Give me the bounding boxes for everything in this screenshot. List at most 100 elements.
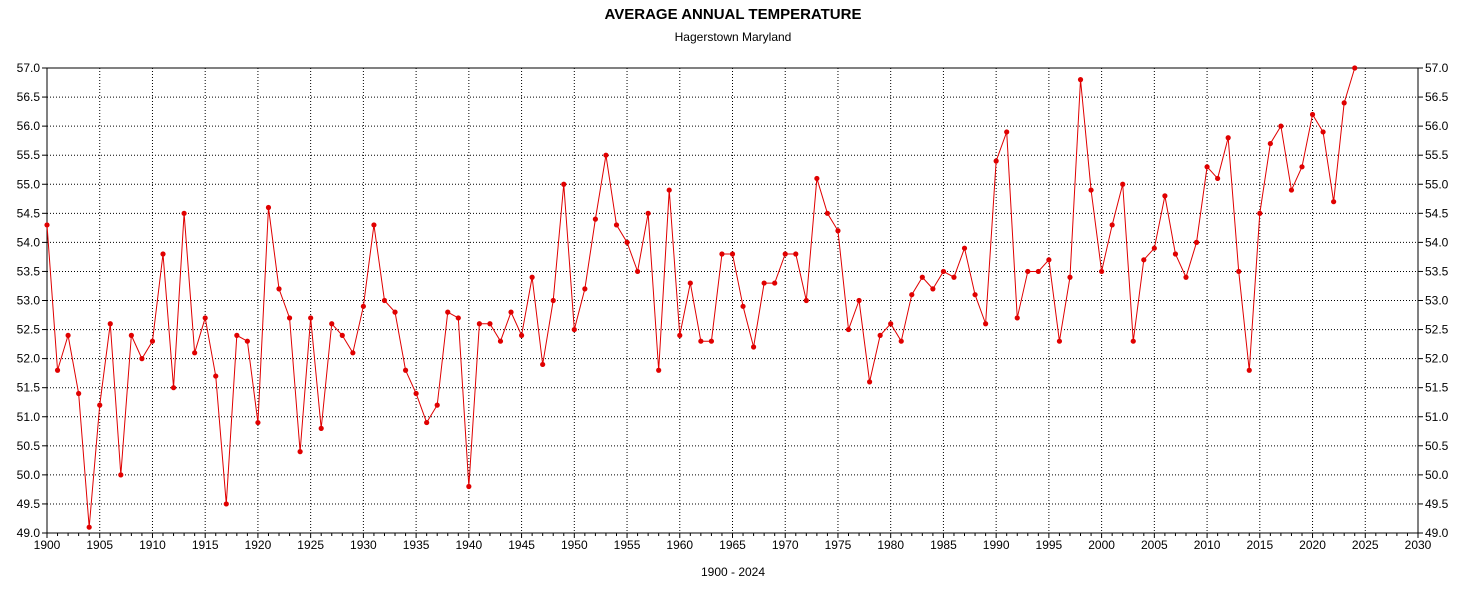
data-point — [592, 216, 599, 222]
data-point — [1141, 257, 1147, 263]
data-point — [1056, 338, 1063, 344]
data-point — [371, 222, 377, 228]
y-tick-label-right: 54.5 — [1425, 206, 1449, 220]
data-point — [867, 379, 873, 385]
data-point — [350, 350, 356, 356]
data-point — [413, 390, 419, 397]
data-point — [1352, 65, 1358, 71]
data-point — [1183, 274, 1189, 280]
data-point — [772, 280, 778, 286]
data-point — [107, 321, 113, 327]
data-point — [434, 402, 440, 408]
x-tick-label: 2015 — [1246, 538, 1273, 552]
data-point — [44, 222, 50, 228]
data-point — [1004, 129, 1010, 135]
data-point — [1025, 268, 1031, 275]
data-point — [540, 361, 546, 368]
data-point — [1193, 239, 1200, 245]
y-tick-label-left: 53.0 — [17, 294, 41, 308]
data-point — [529, 274, 535, 280]
y-tick-label-right: 50.5 — [1425, 439, 1449, 453]
data-point — [76, 390, 82, 397]
x-tick-label: 1940 — [455, 538, 482, 552]
y-tick-label-right: 52.0 — [1425, 352, 1449, 366]
data-point — [782, 251, 788, 257]
chart-subtitle: Hagerstown Maryland — [674, 30, 792, 44]
x-tick-label: 1925 — [297, 538, 324, 552]
data-point — [1088, 187, 1094, 193]
data-point — [803, 297, 809, 304]
data-point — [1341, 100, 1347, 106]
x-tick-label: 2000 — [1088, 538, 1115, 552]
data-point — [1246, 367, 1252, 373]
x-tick-label: 1995 — [1036, 538, 1063, 552]
data-point — [381, 297, 388, 304]
data-point — [814, 175, 820, 182]
data-point — [424, 419, 430, 426]
data-point — [656, 367, 662, 373]
y-tick-label-right: 55.0 — [1425, 177, 1449, 191]
x-tick-label: 1905 — [86, 538, 113, 552]
data-point — [698, 338, 704, 344]
data-point — [624, 239, 630, 245]
data-point — [1151, 245, 1157, 251]
data-point — [909, 292, 915, 298]
data-point — [888, 321, 894, 327]
data-point — [276, 286, 282, 292]
y-tick-label-left: 51.5 — [17, 381, 41, 395]
data-point — [518, 332, 525, 338]
data-point — [86, 524, 92, 530]
x-tick-label: 1975 — [825, 538, 852, 552]
x-tick-label: 1915 — [192, 538, 219, 552]
data-point — [793, 251, 799, 257]
data-point — [1257, 210, 1263, 216]
y-tick-label-right: 56.0 — [1425, 119, 1449, 133]
data-point — [940, 268, 947, 275]
data-point — [687, 280, 693, 286]
data-point — [1288, 187, 1295, 193]
y-tick-label-right: 56.5 — [1425, 90, 1449, 104]
x-tick-label: 1900 — [34, 538, 61, 552]
data-point — [708, 338, 715, 344]
data-point — [613, 222, 620, 228]
data-point — [919, 274, 925, 280]
data-point — [255, 419, 261, 426]
y-tick-label-left: 49.0 — [17, 526, 41, 540]
y-tick-label-left: 56.0 — [17, 119, 41, 133]
data-point — [160, 251, 166, 257]
x-tick-label: 2025 — [1352, 538, 1379, 552]
data-point — [97, 402, 103, 408]
chart-title: AVERAGE ANNUAL TEMPERATURE — [604, 6, 862, 23]
data-point — [845, 326, 852, 333]
x-tick-label: 1910 — [139, 538, 166, 552]
data-point — [65, 332, 71, 338]
data-point — [329, 321, 335, 327]
x-tick-label: 1945 — [508, 538, 535, 552]
y-tick-label-left: 49.5 — [17, 497, 41, 511]
data-point — [297, 449, 303, 455]
x-tick-label: 2005 — [1141, 538, 1168, 552]
series-temperature — [44, 65, 1358, 530]
y-tick-label-left: 50.0 — [17, 468, 41, 482]
data-point — [582, 286, 588, 292]
y-tick-label-right: 51.5 — [1425, 381, 1449, 395]
data-point — [1035, 268, 1041, 275]
series-line — [46, 67, 1356, 528]
data-point — [1067, 274, 1073, 280]
data-point — [234, 332, 240, 338]
data-point — [930, 286, 936, 292]
data-point — [1014, 315, 1020, 321]
data-point — [750, 344, 757, 350]
data-point — [118, 472, 124, 478]
data-point — [392, 309, 398, 315]
data-point — [729, 251, 736, 257]
data-point — [1267, 140, 1273, 147]
y-tick-label-left: 50.5 — [17, 439, 41, 453]
data-point — [497, 338, 504, 344]
x-tick-label: 1960 — [666, 538, 693, 552]
data-point — [476, 321, 482, 327]
data-point — [634, 268, 641, 275]
y-tick-label-left: 55.5 — [17, 148, 41, 162]
data-point — [550, 297, 556, 304]
y-tick-label-right: 54.0 — [1425, 235, 1449, 249]
